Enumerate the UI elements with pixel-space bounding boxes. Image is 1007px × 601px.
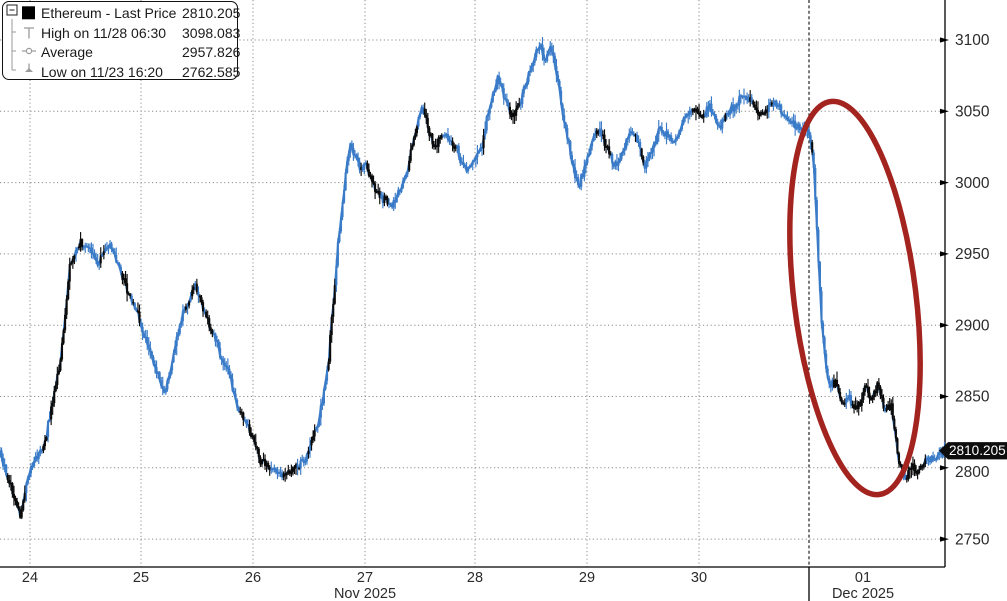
- svg-text:30: 30: [691, 570, 707, 586]
- svg-text:2950: 2950: [955, 246, 990, 263]
- svg-text:27: 27: [357, 570, 373, 586]
- svg-text:25: 25: [133, 570, 149, 586]
- svg-text:01: 01: [855, 570, 871, 586]
- svg-text:Nov 2025: Nov 2025: [334, 586, 396, 601]
- svg-text:2900: 2900: [955, 317, 990, 334]
- svg-text:26: 26: [245, 570, 261, 586]
- svg-text:2800: 2800: [955, 464, 990, 481]
- svg-text:24: 24: [22, 570, 38, 586]
- svg-text:3000: 3000: [955, 175, 990, 192]
- svg-text:3050: 3050: [955, 104, 990, 121]
- svg-text:29: 29: [579, 570, 595, 586]
- svg-text:Dec 2025: Dec 2025: [832, 586, 894, 601]
- svg-text:2810.205: 2810.205: [949, 443, 1006, 458]
- svg-text:28: 28: [467, 570, 483, 586]
- svg-text:2750: 2750: [955, 531, 990, 548]
- svg-text:2850: 2850: [955, 389, 990, 406]
- svg-text:3100: 3100: [955, 32, 990, 49]
